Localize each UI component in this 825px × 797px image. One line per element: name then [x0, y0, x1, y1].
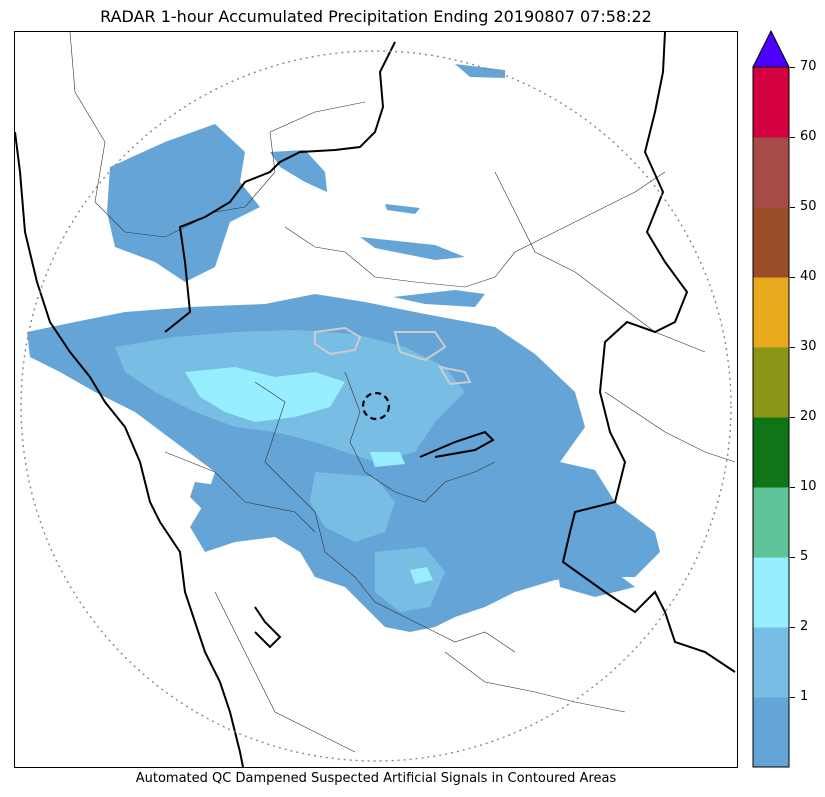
rain-streak-2 [385, 204, 420, 214]
qc-contoured-areas [314, 326, 472, 386]
colorbar-tick-mark [790, 277, 795, 278]
state-border-south-hook [254, 606, 282, 649]
precipitation-heavy [185, 367, 433, 584]
rain-core-south-dot [410, 567, 433, 584]
qc-contour-3 [438, 365, 472, 386]
district-line-6 [214, 591, 356, 753]
qc-contour-1 [314, 326, 362, 356]
colorbar-tick-mark [790, 557, 795, 558]
colorbar-segment [753, 67, 789, 138]
state-border-north [164, 41, 396, 333]
district-line-5 [164, 451, 316, 533]
district-line-2 [284, 171, 666, 288]
colorbar [752, 30, 790, 768]
colorbar-segment [753, 697, 789, 768]
rain-core-small [370, 452, 405, 467]
state-borders-coastline [15, 32, 736, 767]
district-line-3 [254, 381, 516, 653]
radar-range-ring [20, 50, 732, 762]
colorbar-tick-mark [790, 627, 795, 628]
colorbar-segment [753, 137, 789, 208]
colorbar-tick-mark [790, 207, 795, 208]
colorbar-frame [752, 66, 790, 768]
colorbar-tick-mark [790, 697, 795, 698]
rain-streak-1 [360, 237, 465, 260]
rain-cell-northeast [455, 64, 505, 78]
colorbar-tick-label: 2 [800, 619, 809, 634]
rain-cell-east-small [393, 290, 485, 307]
colorbar-segment [753, 487, 789, 558]
colorbar-tick-mark [790, 67, 795, 68]
rain-cell-north [270, 150, 327, 192]
district-boundaries [69, 32, 736, 753]
colorbar-tick-label: 70 [800, 59, 817, 74]
map-caption: Automated QC Dampened Suspected Artifici… [135, 771, 617, 786]
colorbar-tick-label: 20 [800, 409, 817, 424]
colorbar-tick-mark [790, 347, 795, 348]
colorbar-tick-label: 5 [800, 549, 809, 564]
colorbar-tick-label: 50 [800, 199, 817, 214]
colorbar-tick-label: 40 [800, 269, 817, 284]
colorbar-segment [753, 207, 789, 278]
radar-site-marker [361, 391, 391, 421]
colorbar-tick-mark [790, 487, 795, 488]
colorbar-tick-label: 30 [800, 339, 817, 354]
rain-cell-south-east [555, 552, 635, 597]
qc-contour-2 [393, 331, 447, 362]
district-line-7 [494, 171, 706, 353]
colorbar-tick-label: 10 [800, 479, 817, 494]
map-title: RADAR 1-hour Accumulated Precipitation E… [100, 7, 652, 26]
colorbar-segment [753, 557, 789, 628]
colorbar-segment [753, 347, 789, 418]
colorbar-tick-mark [790, 137, 795, 138]
colorbar-segment [753, 277, 789, 348]
rain-cell-northwest [107, 124, 260, 282]
district-line-8 [604, 391, 736, 463]
colorbar-tick-mark [790, 417, 795, 418]
district-line-1 [69, 32, 366, 238]
coastline [15, 131, 244, 767]
district-line-4 [344, 371, 496, 503]
district-line-9 [444, 651, 626, 713]
state-border-east [561, 32, 736, 673]
rain-finger-south [310, 472, 395, 542]
colorbar-segment [753, 627, 789, 698]
radar-map-canvas [15, 32, 736, 767]
rain-core-south [375, 547, 445, 612]
rain-core-center [185, 367, 345, 422]
rain-cell-west-tail [190, 482, 235, 512]
colorbar-segments [753, 67, 789, 768]
state-border-interior [419, 430, 495, 458]
radar-map[interactable] [14, 31, 738, 768]
colorbar-tick-label: 1 [800, 689, 809, 704]
colorbar-tick-label: 60 [800, 129, 817, 144]
colorbar-segment [753, 417, 789, 488]
colorbar-extend-arrow [752, 30, 790, 68]
